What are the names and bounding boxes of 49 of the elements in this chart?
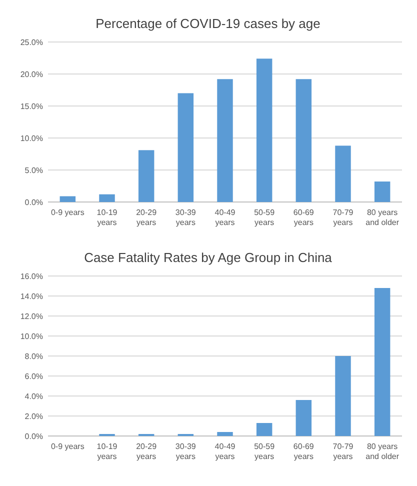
y-tick-label: 2.0%: [24, 412, 43, 421]
y-tick-label: 16.0%: [20, 272, 43, 281]
x-tick-label: 20-29 years: [136, 208, 158, 227]
y-tick-label: 10.0%: [20, 332, 43, 341]
x-tick-label: 10-19 years: [96, 442, 118, 461]
y-tick-label: 25.0%: [20, 38, 43, 47]
x-tick-label: 30-39 years: [175, 442, 196, 461]
x-tick-label: 80 years and older: [366, 208, 400, 227]
bar: [99, 194, 115, 202]
x-tick-label: 0-9 years: [50, 442, 84, 451]
y-tick-label: 6.0%: [24, 372, 43, 381]
bar: [178, 93, 194, 202]
x-tick-label: 70-79 years: [332, 208, 354, 227]
bar: [217, 79, 233, 202]
y-tick-label: 10.0%: [20, 134, 43, 143]
y-tick-label: 15.0%: [20, 102, 43, 111]
bar: [217, 432, 233, 436]
bar: [335, 356, 351, 436]
bar: [60, 196, 76, 202]
x-tick-label: 80 years and older: [366, 442, 400, 461]
x-tick-label: 50-59 years: [254, 208, 276, 227]
x-tick-label: 40-49 years: [214, 208, 236, 227]
bar: [296, 79, 312, 202]
bar: [374, 288, 390, 436]
x-tick-label: 50-59 years: [254, 442, 276, 461]
y-tick-label: 12.0%: [20, 312, 43, 321]
x-tick-label: 0-9 years: [50, 208, 84, 217]
bar: [256, 58, 272, 202]
chart-title: Case Fatality Rates by Age Group in China: [84, 250, 333, 265]
chart-title: Percentage of COVID-19 cases by age: [96, 16, 320, 31]
x-tick-label: 60-69 years: [293, 208, 314, 227]
bar: [138, 150, 154, 202]
bar: [296, 400, 312, 436]
x-tick-label: 10-19 years: [96, 208, 118, 227]
y-tick-label: 5.0%: [24, 166, 43, 175]
x-tick-label: 20-29 years: [136, 442, 158, 461]
y-tick-label: 20.0%: [20, 70, 43, 79]
x-tick-label: 40-49 years: [214, 442, 236, 461]
y-tick-label: 14.0%: [20, 292, 43, 301]
x-tick-label: 30-39 years: [175, 208, 196, 227]
y-tick-label: 8.0%: [24, 352, 43, 361]
x-tick-label: 60-69 years: [293, 442, 314, 461]
x-tick-label: 70-79 years: [332, 442, 354, 461]
y-tick-label: 0.0%: [24, 432, 43, 441]
y-tick-label: 0.0%: [24, 198, 43, 207]
bar: [335, 146, 351, 202]
bar: [256, 423, 272, 436]
bar: [374, 182, 390, 202]
y-tick-label: 4.0%: [24, 392, 43, 401]
